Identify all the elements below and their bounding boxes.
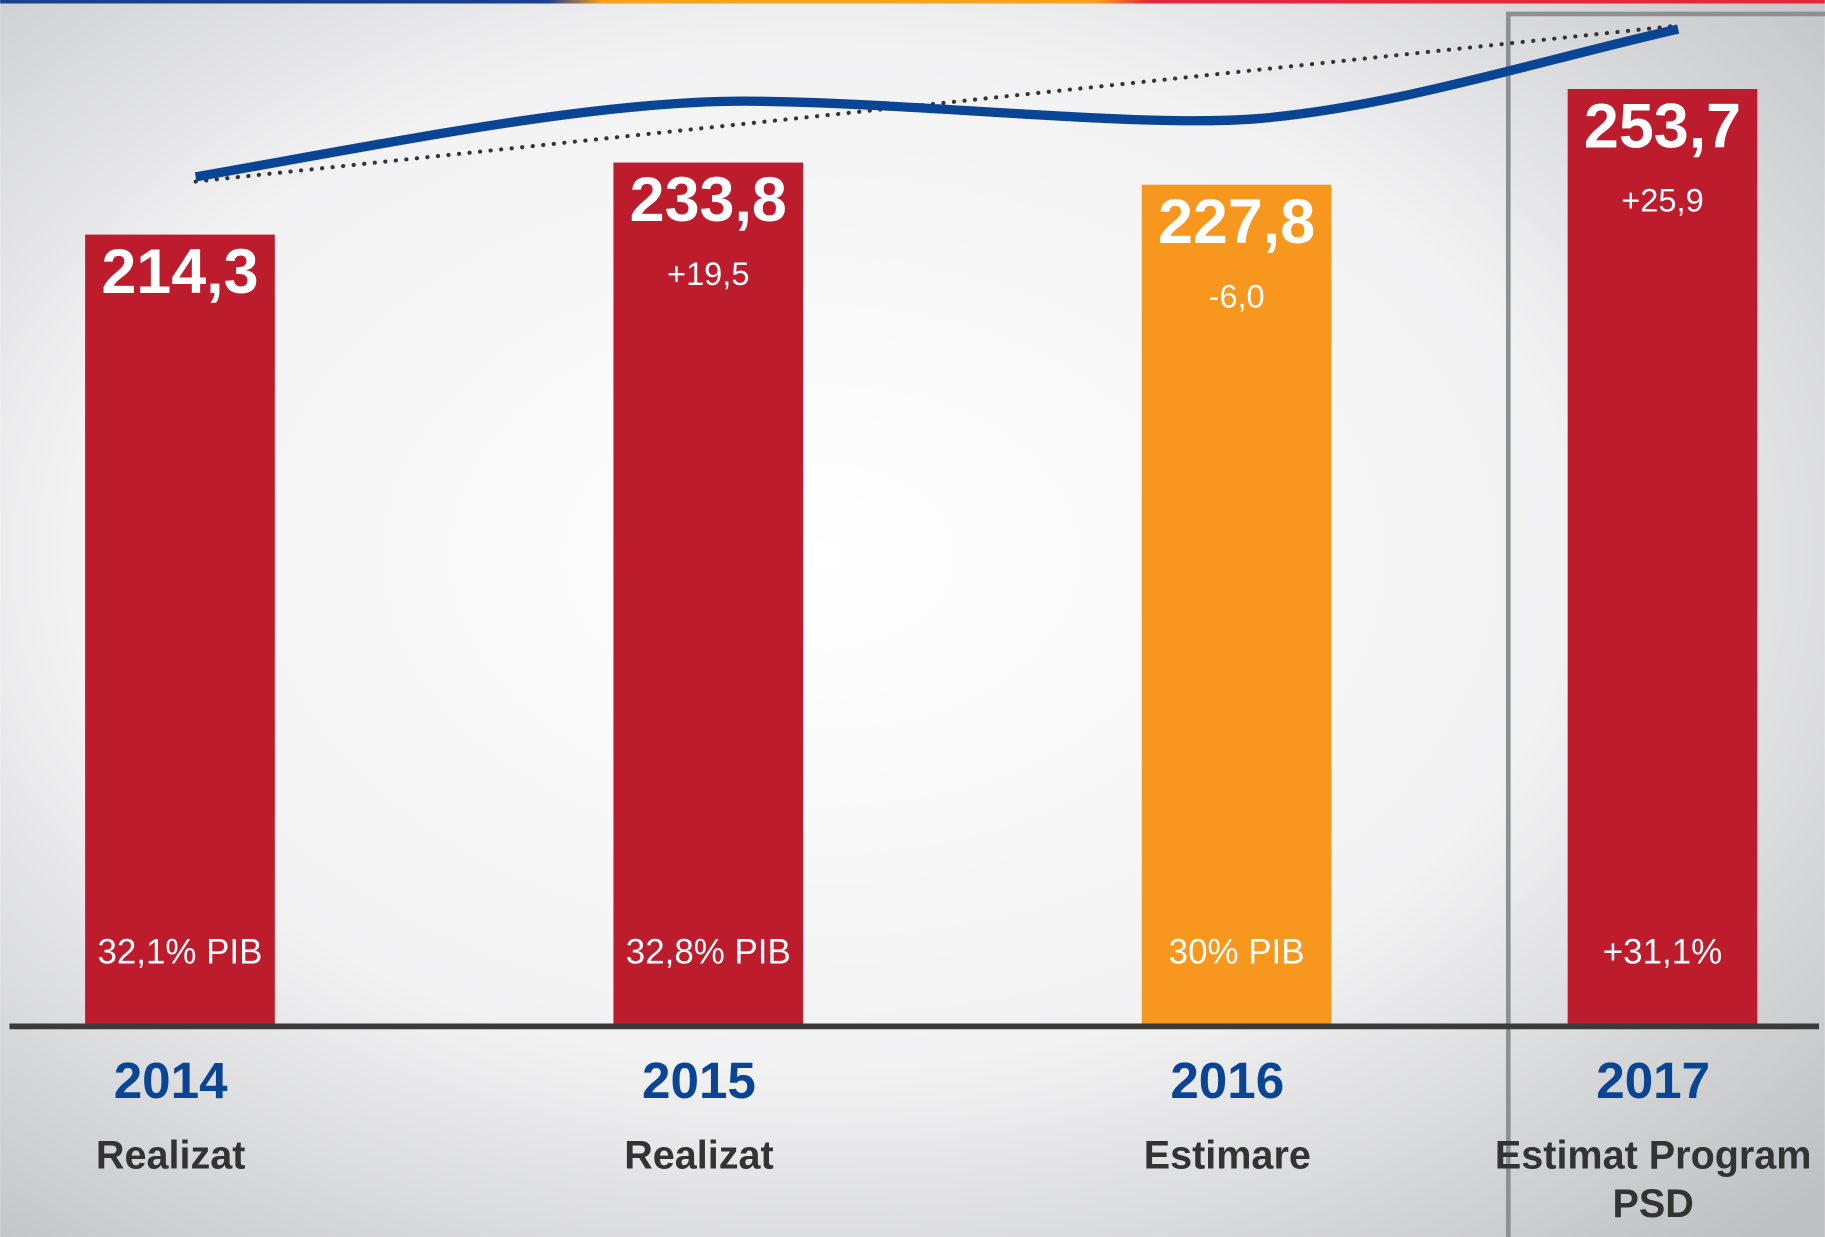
bar [1567, 89, 1758, 1027]
year-label: 2014 [114, 1052, 228, 1109]
trend-line [194, 24, 1680, 182]
change-label: +19,5 [667, 256, 749, 292]
bar [613, 162, 804, 1027]
highlight-box [1505, 11, 1825, 1237]
sublabel: Realizat [95, 1133, 246, 1178]
share-label: +31,1% [1603, 932, 1722, 971]
value-label: 214,3 [101, 237, 258, 307]
value-label: 233,8 [630, 165, 787, 235]
change-label: +25,9 [1621, 183, 1703, 219]
change-label: -6,0 [1209, 278, 1265, 314]
top-stripe [0, 0, 1825, 4]
value-label: 253,7 [1584, 92, 1741, 162]
sublabel: Estimat Program PSD [1494, 1133, 1812, 1227]
bar [85, 234, 275, 1027]
year-label: 2015 [642, 1052, 756, 1109]
sublabel-box: Realizat [624, 1133, 774, 1178]
bar [1141, 184, 1332, 1027]
share-label: 32,1% PIB [97, 932, 262, 971]
year-label: 2017 [1596, 1052, 1710, 1109]
sublabel: Realizat [624, 1133, 774, 1178]
sublabel-box: Estimare [1143, 1133, 1311, 1178]
year-label: 2016 [1170, 1052, 1284, 1109]
share-label: 30% PIB [1169, 932, 1305, 971]
value-label: 227,8 [1158, 187, 1315, 257]
sublabel-box: Realizat [95, 1133, 246, 1178]
share-label: 32,8% PIB [626, 932, 791, 971]
sublabel: Estimare [1143, 1133, 1311, 1178]
sublabel-box: Estimat Program PSD [1494, 1133, 1812, 1227]
